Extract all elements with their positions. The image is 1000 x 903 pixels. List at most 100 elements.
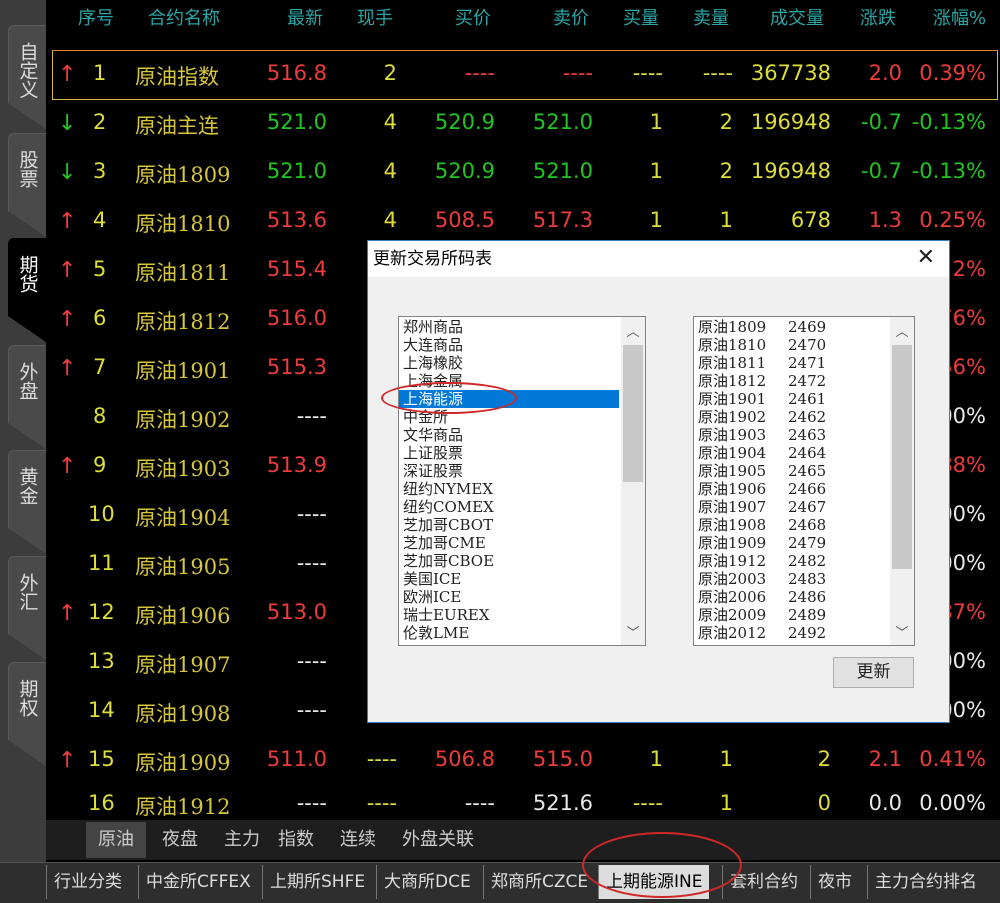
update-button[interactable]: 更新 (833, 657, 914, 688)
column-header[interactable]: 最新 (287, 8, 323, 29)
contract-listbox[interactable]: 原油1809 2469 原油1810 2470 原油1811 2471 原油1812 2472… (693, 316, 915, 646)
exchange-list-item[interactable]: 伦敦LME (403, 624, 470, 642)
column-header[interactable]: 现手 (357, 8, 393, 29)
contract-list-item[interactable]: 原油1902 2462 (694, 408, 890, 426)
exchange-tab[interactable]: 中金所CFFEX (138, 865, 258, 899)
scroll-thumb[interactable] (623, 345, 643, 482)
exchange-list-item[interactable]: 上海橡胶 (403, 354, 464, 372)
contract-code: 2461 (788, 390, 827, 408)
contract-list-item[interactable]: 原油1903 2463 (694, 426, 890, 444)
exchange-list-item[interactable]: 纽约NYMEX (403, 480, 494, 498)
scroll-up-icon[interactable]: ︿ (626, 325, 640, 340)
contract-list-item[interactable]: 原油2003 2483 (694, 570, 890, 588)
contract-list-item[interactable]: 原油1905 2465 (694, 462, 890, 480)
scroll-thumb[interactable] (892, 345, 912, 569)
contract-list-item[interactable]: 原油1901 2461 (694, 390, 890, 408)
table-row[interactable]: 14 原油1908 ---- 00% (46, 687, 1000, 736)
sidebar-tab[interactable]: 外汇 (8, 556, 46, 660)
subtab[interactable]: 主力 (224, 829, 260, 850)
column-header[interactable]: 涨幅% (933, 8, 987, 29)
contract-list-item[interactable]: 原油1810 2470 (694, 336, 890, 354)
exchange-tab[interactable]: 上期所SHFE (262, 865, 372, 899)
exchange-list-item[interactable]: 文华商品 (403, 426, 464, 444)
column-header[interactable]: 卖量 (693, 8, 729, 29)
column-header[interactable]: 卖价 (553, 8, 589, 29)
sidebar-tab[interactable]: 黄金 (8, 450, 46, 554)
sidebar-tab[interactable]: 期权 (8, 662, 46, 766)
table-row[interactable]: ↑ 4 原油1810 513.6 4 508.5 517.3 1 1 678 1.3 0.25% (46, 197, 1000, 246)
contract-list-item[interactable]: 原油1907 2467 (694, 498, 890, 516)
contract-list-item[interactable]: 原油1908 2468 (694, 516, 890, 534)
table-row[interactable]: ↑ 9 原油1903 513.9 88% (46, 442, 1000, 491)
exchange-list-item[interactable]: 瑞士EUREX (403, 606, 490, 624)
cell-ask-qty: 1 (719, 747, 733, 771)
table-row[interactable]: ↑ 5 原油1811 515.4 2% (46, 246, 1000, 295)
column-header[interactable]: 成交量 (770, 8, 824, 29)
contract-list-item[interactable]: 原油2012 2492 (694, 624, 890, 642)
exchange-list-item[interactable]: 纽约COMEX (403, 498, 494, 516)
table-row[interactable]: 16 原油1912 ---- ---- ---- 521.6 ---- 1 0 0.0 0.00% (46, 780, 1000, 829)
scrollbar[interactable]: ︿ ﹀ (621, 317, 645, 645)
contract-list-item[interactable]: 原油1809 2469 (694, 318, 890, 336)
cell-last: 513.6 (266, 208, 327, 232)
subtab[interactable]: 连续 (340, 829, 376, 850)
exchange-tab[interactable]: 郑商所CZCE (483, 865, 595, 899)
exchange-list-item[interactable]: 芝加哥CBOE (403, 552, 495, 570)
scroll-down-icon[interactable]: ﹀ (626, 626, 640, 641)
exchange-list-item[interactable]: 芝加哥CBOT (403, 516, 494, 534)
column-header[interactable]: 买量 (623, 8, 659, 29)
cell-seq: 13 (88, 649, 115, 673)
cell-ask-qty: 2 (719, 110, 733, 134)
contract-list-item[interactable]: 原油1811 2471 (694, 354, 890, 372)
exchange-tab[interactable]: 主力合约排名 (867, 865, 984, 899)
exchange-list-item[interactable]: 欧洲ICE (403, 588, 462, 606)
scroll-up-icon[interactable]: ︿ (895, 325, 909, 340)
subtab[interactable]: 原油 (86, 822, 146, 858)
sidebar-tab[interactable]: 自定义 (8, 25, 46, 129)
contract-list-item[interactable]: 原油2006 2486 (694, 588, 890, 606)
close-icon[interactable]: ✕ (916, 245, 935, 270)
cell-name: 原油1905 (135, 555, 231, 579)
contract-list-item[interactable]: 原油2009 2489 (694, 606, 890, 624)
exchange-listbox[interactable]: 郑州商品 大连商品 上海橡胶 上海金属 上海能源 中金所 文华商品 上证股票 深证股票 纽约NYM… (398, 316, 646, 646)
table-row[interactable]: ↑ 1 原油指数 516.8 2 ---- ---- ---- ---- 367738 2.0 0.3… (46, 50, 1000, 99)
column-header[interactable]: 涨跌 (860, 8, 896, 29)
contract-list-item[interactable]: 原油1912 2482 (694, 552, 890, 570)
exchange-list-item[interactable]: 美国ICE (403, 570, 462, 588)
table-row[interactable]: ↓ 2 原油主连 521.0 4 520.9 521.0 1 2 196948 -0.7 -0.13% (46, 99, 1000, 148)
cell-change-pct: 0.25% (919, 208, 986, 232)
contract-list-item[interactable]: 原油1812 2472 (694, 372, 890, 390)
subtab[interactable]: 夜盘 (162, 829, 198, 850)
column-header[interactable]: 买价 (455, 8, 491, 29)
table-row[interactable]: ↑ 12 原油1906 513.0 87% (46, 589, 1000, 638)
scroll-down-icon[interactable]: ﹀ (895, 626, 909, 641)
contract-code: 2465 (788, 462, 827, 480)
table-row[interactable]: 10 原油1904 ---- 00% (46, 491, 1000, 540)
column-header[interactable]: 序号 (78, 8, 114, 29)
sidebar-tab[interactable]: 股票 (8, 133, 46, 237)
exchange-tab[interactable]: 行业分类 (46, 865, 129, 899)
contract-list-item[interactable]: 原油1904 2464 (694, 444, 890, 462)
exchange-list-item[interactable]: 芝加哥CME (403, 534, 486, 552)
contract-list-item[interactable]: 原油1906 2466 (694, 480, 890, 498)
cell-seq: 16 (88, 791, 115, 815)
cell-bid: 520.9 (434, 159, 495, 183)
table-row[interactable]: ↑ 15 原油1909 511.0 ---- 506.8 515.0 1 1 2 2.1 0.41% (46, 736, 1000, 785)
exchange-list-item[interactable]: 郑州商品 (403, 318, 464, 336)
exchange-list-item[interactable]: 深证股票 (403, 462, 464, 480)
scrollbar[interactable]: ︿ ﹀ (890, 317, 914, 645)
contract-code: 2482 (788, 552, 827, 570)
subtab[interactable]: 外盘关联 (402, 829, 474, 850)
cell-last: 516.8 (266, 61, 327, 85)
exchange-list-item[interactable]: 上证股票 (403, 444, 464, 462)
exchange-list-item[interactable]: 大连商品 (403, 336, 464, 354)
subtab[interactable]: 指数 (278, 829, 314, 850)
column-header[interactable]: 合约名称 (148, 8, 220, 29)
sidebar-tab[interactable]: 外盘 (8, 345, 46, 449)
cell-bid-qty: ---- (632, 61, 663, 85)
exchange-tab[interactable]: 大商所DCE (376, 865, 478, 899)
contract-list-item[interactable]: 原油1909 2479 (694, 534, 890, 552)
table-row[interactable]: ↓ 3 原油1809 521.0 4 520.9 521.0 1 2 196948 -0.7 -0.1… (46, 148, 1000, 197)
exchange-tab[interactable]: 夜市 (810, 865, 859, 899)
sidebar-tab[interactable]: 期货 (8, 238, 46, 342)
